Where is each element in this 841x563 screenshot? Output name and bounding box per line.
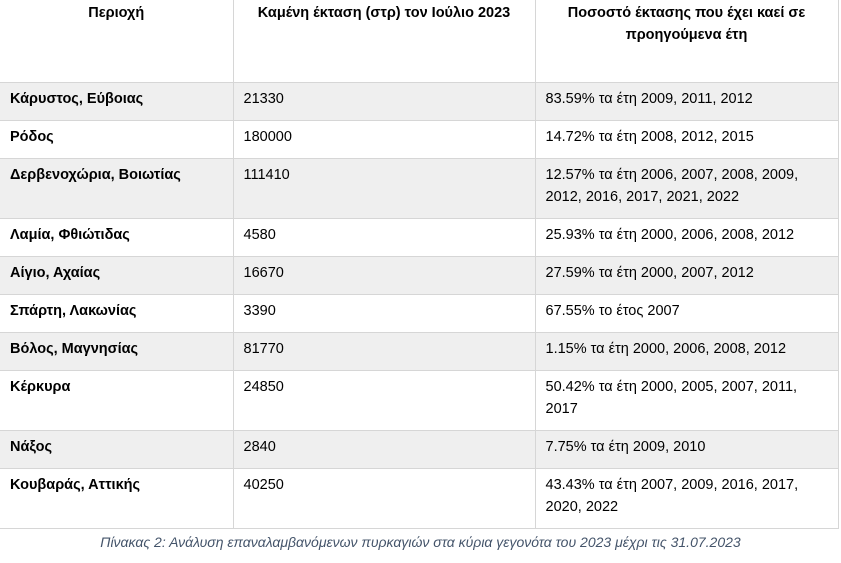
table-row: Κέρκυρα 24850 50.42% τα έτη 2000, 2005, …: [0, 370, 839, 431]
fires-table: Περιοχή Καμένη έκταση (στρ) τον Ιούλιο 2…: [0, 0, 839, 529]
region-cell: Σπάρτη, Λακωνίας: [0, 294, 234, 333]
previous-percent-cell: 83.59% τα έτη 2009, 2011, 2012: [535, 82, 839, 121]
table-caption: Πίνακας 2: Ανάλυση επαναλαμβανόμενων πυρ…: [100, 534, 741, 550]
table-row: Βόλος, Μαγνησίας 81770 1.15% τα έτη 2000…: [0, 332, 839, 371]
region-cell: Δερβενοχώρια, Βοιωτίας: [0, 158, 234, 219]
table-row: Δερβενοχώρια, Βοιωτίας 111410 12.57% τα …: [0, 158, 839, 219]
previous-percent-cell: 7.75% τα έτη 2009, 2010: [535, 430, 839, 469]
previous-percent-cell: 12.57% τα έτη 2006, 2007, 2008, 2009, 20…: [535, 158, 839, 219]
column-header-burned-area: Καμένη έκταση (στρ) τον Ιούλιο 2023: [233, 0, 536, 83]
table-row: Λαμία, Φθιώτιδας 4580 25.93% τα έτη 2000…: [0, 218, 839, 257]
column-header-region: Περιοχή: [0, 0, 234, 83]
burned-area-cell: 4580: [233, 218, 536, 257]
burned-area-cell: 40250: [233, 468, 536, 529]
previous-percent-cell: 43.43% τα έτη 2007, 2009, 2016, 2017, 20…: [535, 468, 839, 529]
previous-percent-cell: 25.93% τα έτη 2000, 2006, 2008, 2012: [535, 218, 839, 257]
header-row: Περιοχή Καμένη έκταση (στρ) τον Ιούλιο 2…: [0, 0, 839, 83]
region-cell: Κουβαράς, Αττικής: [0, 468, 234, 529]
table-row: Σπάρτη, Λακωνίας 3390 67.55% το έτος 200…: [0, 294, 839, 333]
table-row: Αίγιο, Αχαίας 16670 27.59% τα έτη 2000, …: [0, 256, 839, 295]
table-row: Κουβαράς, Αττικής 40250 43.43% τα έτη 20…: [0, 468, 839, 529]
burned-area-cell: 16670: [233, 256, 536, 295]
previous-percent-cell: 50.42% τα έτη 2000, 2005, 2007, 2011, 20…: [535, 370, 839, 431]
burned-area-cell: 21330: [233, 82, 536, 121]
previous-percent-cell: 27.59% τα έτη 2000, 2007, 2012: [535, 256, 839, 295]
previous-percent-cell: 14.72% τα έτη 2008, 2012, 2015: [535, 120, 839, 159]
table-header: Περιοχή Καμένη έκταση (στρ) τον Ιούλιο 2…: [0, 0, 839, 83]
region-cell: Νάξος: [0, 430, 234, 469]
region-cell: Ρόδος: [0, 120, 234, 159]
table-row: Νάξος 2840 7.75% τα έτη 2009, 2010: [0, 430, 839, 469]
burned-area-cell: 111410: [233, 158, 536, 219]
burned-area-cell: 2840: [233, 430, 536, 469]
region-cell: Αίγιο, Αχαίας: [0, 256, 234, 295]
table-body: Κάρυστος, Εύβοιας 21330 83.59% τα έτη 20…: [0, 82, 839, 529]
region-cell: Κέρκυρα: [0, 370, 234, 431]
previous-percent-cell: 67.55% το έτος 2007: [535, 294, 839, 333]
table-row: Κάρυστος, Εύβοιας 21330 83.59% τα έτη 20…: [0, 82, 839, 121]
region-cell: Λαμία, Φθιώτιδας: [0, 218, 234, 257]
table-row: Ρόδος 180000 14.72% τα έτη 2008, 2012, 2…: [0, 120, 839, 159]
region-cell: Βόλος, Μαγνησίας: [0, 332, 234, 371]
region-cell: Κάρυστος, Εύβοιας: [0, 82, 234, 121]
column-header-previous-percent: Ποσοστό έκτασης που έχει καεί σε προηγού…: [535, 0, 839, 83]
fires-table-container: Περιοχή Καμένη έκταση (στρ) τον Ιούλιο 2…: [0, 0, 839, 529]
burned-area-cell: 3390: [233, 294, 536, 333]
burned-area-cell: 180000: [233, 120, 536, 159]
burned-area-cell: 81770: [233, 332, 536, 371]
burned-area-cell: 24850: [233, 370, 536, 431]
previous-percent-cell: 1.15% τα έτη 2000, 2006, 2008, 2012: [535, 332, 839, 371]
